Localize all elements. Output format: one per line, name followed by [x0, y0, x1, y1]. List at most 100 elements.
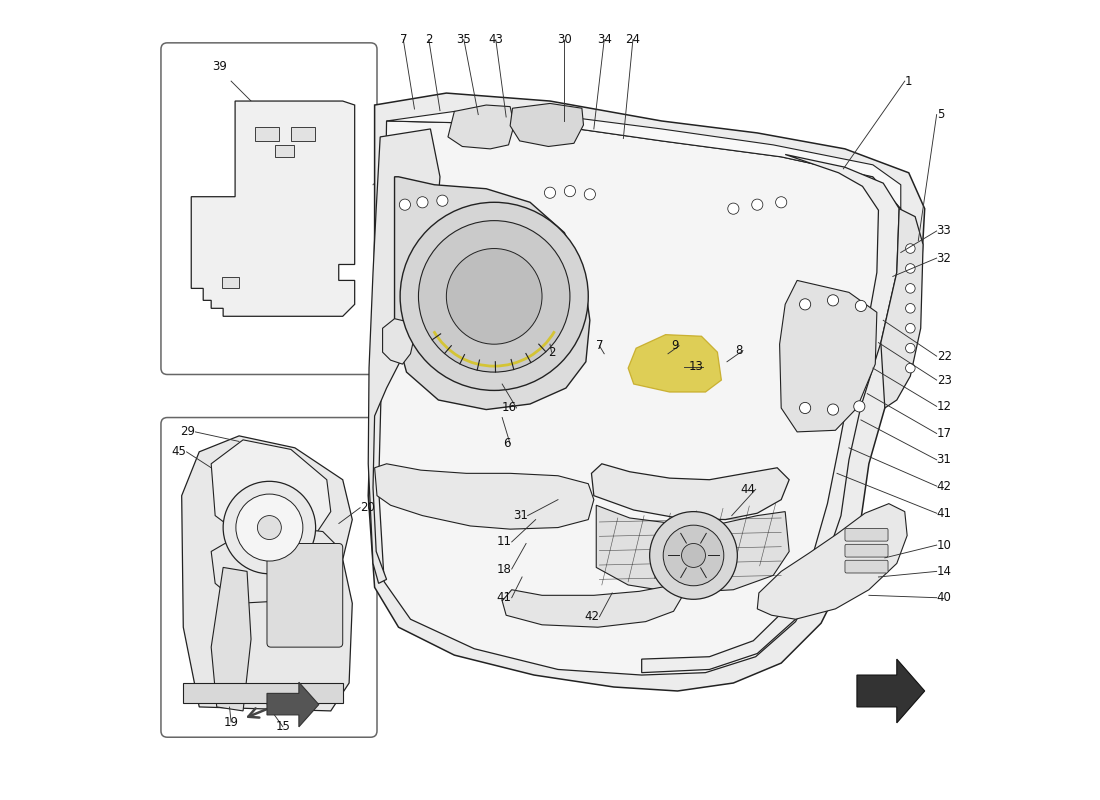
Polygon shape — [503, 585, 682, 627]
Text: 40: 40 — [937, 591, 952, 604]
Text: 29: 29 — [180, 426, 195, 438]
Text: 12: 12 — [937, 400, 952, 413]
Polygon shape — [368, 93, 925, 691]
Circle shape — [800, 402, 811, 414]
Text: 31: 31 — [513, 509, 528, 522]
Text: 8: 8 — [736, 344, 743, 357]
Text: 7: 7 — [399, 33, 407, 46]
Text: 31: 31 — [937, 454, 952, 466]
Circle shape — [418, 221, 570, 372]
FancyBboxPatch shape — [267, 543, 343, 647]
Polygon shape — [211, 440, 331, 543]
Circle shape — [800, 298, 811, 310]
Polygon shape — [757, 504, 908, 619]
Polygon shape — [628, 334, 722, 392]
Circle shape — [827, 294, 838, 306]
Text: 44: 44 — [740, 482, 756, 496]
Circle shape — [257, 515, 282, 539]
Circle shape — [905, 303, 915, 313]
Text: 16: 16 — [502, 402, 517, 414]
FancyBboxPatch shape — [845, 544, 888, 557]
Text: 32: 32 — [937, 251, 952, 265]
Polygon shape — [184, 683, 343, 703]
Text: 10: 10 — [937, 538, 952, 551]
Polygon shape — [267, 682, 319, 727]
Polygon shape — [211, 567, 251, 711]
Polygon shape — [191, 101, 354, 316]
Text: 2: 2 — [425, 33, 432, 46]
Polygon shape — [182, 436, 352, 711]
Text: 9: 9 — [672, 339, 679, 352]
Circle shape — [223, 482, 316, 574]
Polygon shape — [368, 129, 440, 583]
Text: 2: 2 — [548, 346, 556, 358]
Text: 20: 20 — [361, 501, 375, 514]
Circle shape — [854, 401, 865, 412]
FancyBboxPatch shape — [161, 43, 377, 374]
Circle shape — [728, 203, 739, 214]
Text: 5: 5 — [937, 108, 944, 121]
Polygon shape — [386, 111, 901, 209]
Polygon shape — [448, 105, 514, 149]
Polygon shape — [211, 527, 339, 603]
Text: 33: 33 — [937, 225, 952, 238]
Circle shape — [400, 202, 588, 390]
FancyBboxPatch shape — [161, 418, 377, 738]
Bar — [275, 145, 294, 157]
Circle shape — [417, 197, 428, 208]
Text: 18: 18 — [497, 562, 512, 575]
Circle shape — [905, 363, 915, 373]
Text: 24: 24 — [626, 33, 640, 46]
Polygon shape — [780, 281, 877, 432]
Text: 6: 6 — [503, 438, 510, 450]
Circle shape — [751, 199, 763, 210]
Polygon shape — [596, 506, 789, 593]
Circle shape — [544, 187, 556, 198]
Circle shape — [235, 494, 302, 561]
Text: 39: 39 — [211, 60, 227, 73]
Circle shape — [399, 199, 410, 210]
Polygon shape — [641, 154, 899, 673]
Circle shape — [905, 284, 915, 293]
Text: 45: 45 — [172, 446, 187, 458]
Circle shape — [905, 264, 915, 274]
Text: 15: 15 — [275, 720, 290, 734]
Polygon shape — [395, 177, 590, 410]
Text: 42: 42 — [584, 610, 600, 623]
Circle shape — [584, 189, 595, 200]
Circle shape — [905, 244, 915, 254]
Text: a passion for parts: a passion for parts — [529, 452, 762, 476]
Circle shape — [447, 249, 542, 344]
Polygon shape — [510, 103, 583, 146]
Text: 42: 42 — [937, 479, 952, 493]
Circle shape — [827, 404, 838, 415]
Polygon shape — [857, 659, 925, 723]
Circle shape — [776, 197, 786, 208]
Circle shape — [856, 300, 867, 311]
Text: 14: 14 — [937, 565, 952, 578]
Text: 7: 7 — [596, 339, 603, 352]
Polygon shape — [881, 209, 923, 408]
FancyBboxPatch shape — [845, 560, 888, 573]
Text: 17: 17 — [937, 427, 952, 440]
Text: 11: 11 — [497, 535, 512, 549]
Circle shape — [437, 195, 448, 206]
Circle shape — [663, 525, 724, 586]
Text: 43: 43 — [488, 33, 503, 46]
Circle shape — [682, 543, 705, 567]
Text: eurobó85: eurobó85 — [415, 374, 877, 458]
Text: 34: 34 — [597, 33, 612, 46]
Polygon shape — [378, 121, 901, 675]
Circle shape — [905, 323, 915, 333]
Bar — [290, 126, 315, 141]
Polygon shape — [383, 318, 415, 364]
Text: 35: 35 — [456, 33, 471, 46]
Bar — [255, 126, 279, 141]
Text: 13: 13 — [689, 360, 703, 373]
Text: 30: 30 — [557, 33, 572, 46]
Circle shape — [564, 186, 575, 197]
Text: 22: 22 — [937, 350, 952, 362]
Polygon shape — [375, 464, 594, 529]
Circle shape — [905, 343, 915, 353]
Circle shape — [650, 512, 737, 599]
